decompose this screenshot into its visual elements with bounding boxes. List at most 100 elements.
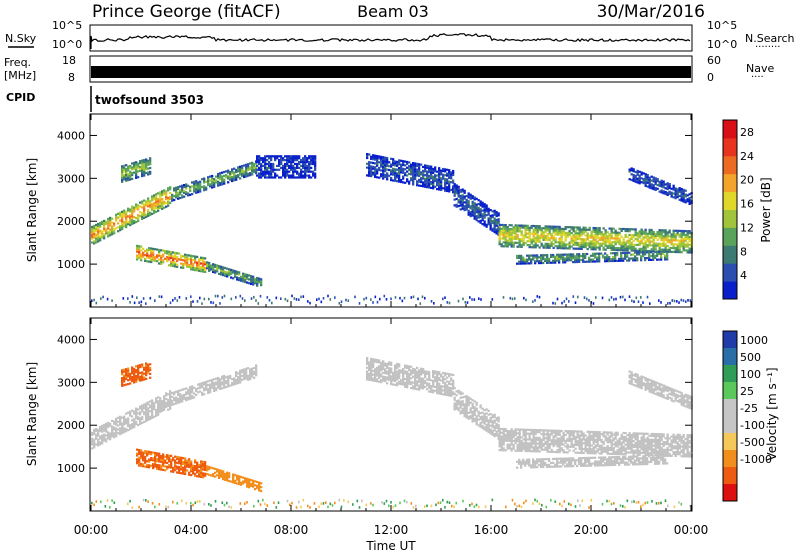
velocity-cell	[473, 400, 476, 403]
velocity-cell	[193, 392, 196, 395]
power-cell	[169, 197, 172, 200]
power-cell	[308, 164, 311, 167]
power-cell	[564, 237, 567, 240]
power-cell	[372, 165, 375, 168]
power-cell	[479, 219, 482, 222]
power-cell	[618, 249, 621, 252]
power-cell	[268, 164, 271, 167]
power-cell	[598, 242, 601, 245]
power-cell	[582, 240, 585, 243]
power-cell	[648, 244, 651, 247]
velocity-cell	[374, 379, 377, 382]
velocity-cell	[410, 383, 413, 386]
velocity-cell	[168, 458, 171, 461]
velocity-cell	[198, 463, 201, 467]
power-cell	[606, 258, 609, 261]
noise-search-line-sample: ········	[755, 42, 780, 53]
power-cell	[424, 168, 427, 171]
power-cell	[233, 173, 236, 176]
velocity-cell	[136, 460, 139, 463]
velocity-cell	[452, 379, 455, 382]
velocity-cell	[101, 428, 104, 431]
power-cell	[109, 230, 112, 233]
power-cell	[286, 168, 289, 171]
power-cell	[656, 238, 659, 241]
velocity-cell	[109, 436, 112, 439]
power-cell	[664, 187, 667, 190]
power-cell	[145, 168, 148, 171]
velocity-cell	[442, 379, 445, 382]
power-cell	[184, 263, 187, 266]
power-cell	[149, 211, 152, 214]
power-cell	[227, 177, 230, 180]
power-cell	[508, 241, 511, 244]
power-cell	[97, 232, 100, 235]
power-cell	[198, 263, 201, 267]
power-cell	[640, 257, 643, 260]
power-cell	[171, 197, 174, 200]
power-cell	[606, 237, 609, 240]
power-cell	[304, 161, 307, 164]
velocity-cell	[434, 372, 437, 375]
power-cell	[290, 174, 293, 177]
power-cell	[181, 188, 184, 191]
power-cell	[151, 197, 154, 200]
velocity-cell	[426, 388, 429, 391]
power-cell	[554, 227, 557, 230]
power-cell	[186, 259, 189, 262]
velocity-cell	[232, 473, 235, 476]
velocity-cell	[219, 382, 222, 385]
power-cell	[246, 277, 249, 280]
velocity-cell	[95, 435, 98, 438]
velocity-cell	[176, 461, 179, 464]
power-cell	[455, 184, 458, 187]
velocity-cell	[127, 429, 130, 432]
power-cell	[257, 302, 260, 305]
velocity-cell	[131, 425, 134, 428]
power-cell	[672, 186, 675, 189]
power-cell	[418, 172, 421, 176]
power-cell	[207, 182, 210, 185]
velocity-cell	[194, 467, 197, 470]
power-cell	[174, 265, 177, 268]
velocity-cell	[141, 379, 144, 382]
velocity-cell	[223, 374, 226, 378]
velocity-cell	[518, 445, 521, 448]
velocity-cell	[440, 390, 443, 393]
power-cell	[153, 207, 156, 211]
power-cell	[682, 245, 685, 248]
power-colorbar-tick: 4	[740, 269, 747, 282]
velocity-cell	[402, 383, 405, 386]
velocity-cell	[213, 382, 216, 385]
velocity-cell	[380, 379, 383, 382]
velocity-cell	[204, 468, 207, 471]
power-cell	[99, 221, 102, 225]
power-cell	[598, 248, 601, 251]
velocity-cell	[506, 435, 509, 438]
power-cell	[286, 155, 289, 158]
power-cell	[566, 243, 569, 246]
velocity-cell	[115, 429, 118, 432]
power-cell	[310, 157, 313, 160]
power-cell	[558, 237, 561, 240]
velocity-cell	[91, 437, 94, 440]
velocity-cell	[465, 410, 468, 413]
velocity-cell	[180, 456, 183, 459]
power-cell	[465, 200, 468, 203]
power-cell	[147, 159, 150, 162]
velocity-cell	[125, 383, 128, 386]
power-cell	[161, 199, 164, 203]
power-cell	[251, 161, 254, 164]
power-cell	[556, 255, 559, 258]
velocity-cell	[414, 372, 417, 375]
power-cell	[586, 248, 589, 251]
power-cell	[592, 226, 595, 230]
velocity-cell	[227, 385, 230, 388]
power-cell	[125, 177, 128, 180]
velocity-cell	[493, 415, 496, 418]
power-cell	[642, 301, 644, 304]
power-cell	[212, 267, 215, 270]
power-cell	[296, 159, 299, 162]
power-cell	[546, 257, 549, 261]
power-cell	[448, 174, 451, 178]
